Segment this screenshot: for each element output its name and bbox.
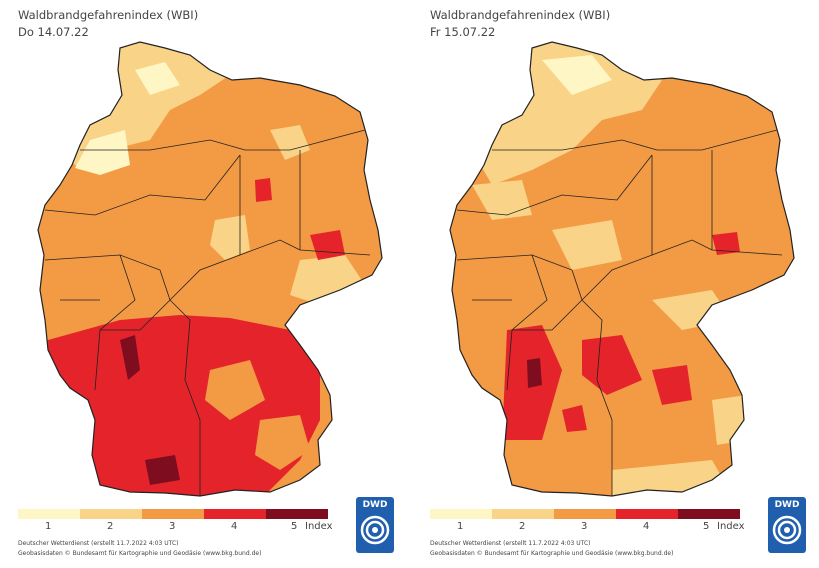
legend-swatch-2 xyxy=(492,509,554,519)
legend-label: 1 xyxy=(457,521,464,532)
spiral-icon xyxy=(772,515,802,545)
dwd-logo-text: DWD xyxy=(362,500,388,510)
legend-bar xyxy=(430,509,740,519)
map-panel-thursday: Waldbrandgefahrenindex (WBI) Do 14.07.22 xyxy=(0,0,405,568)
level1-area xyxy=(75,130,130,175)
level1-area xyxy=(135,62,180,95)
legend-bar xyxy=(18,509,328,519)
level2-area xyxy=(712,395,747,445)
map-title: Waldbrandgefahrenindex (WBI) xyxy=(18,8,199,22)
legend-swatch-5 xyxy=(678,509,740,519)
credit-line: Deutscher Wetterdienst (erstellt 11.7.20… xyxy=(18,540,179,547)
state-borders xyxy=(44,129,371,496)
state-borders xyxy=(456,129,783,496)
legend-unit: Index xyxy=(717,521,745,532)
germany-outline xyxy=(449,41,795,497)
legend-swatch-4 xyxy=(204,509,266,519)
legend-swatch-5 xyxy=(266,509,328,519)
dwd-logo-text: DWD xyxy=(774,500,800,510)
level5-area xyxy=(120,335,140,380)
legend-labels: 1 2 3 4 5 Index xyxy=(18,521,348,535)
map-panel-friday: Waldbrandgefahrenindex (WBI) Fr 15.07.22 xyxy=(412,0,817,568)
legend-swatch-3 xyxy=(142,509,204,519)
level4-area xyxy=(60,368,78,386)
level4-area xyxy=(255,178,272,202)
legend-swatch-3 xyxy=(554,509,616,519)
level1-area xyxy=(542,55,612,95)
legend-swatch-2 xyxy=(80,509,142,519)
credit-line: Deutscher Wetterdienst (erstellt 11.7.20… xyxy=(430,540,591,547)
legend-label: 5 xyxy=(291,521,298,532)
germany-wbi-map xyxy=(449,41,795,497)
legend-label: 4 xyxy=(231,521,238,532)
legend-swatch-1 xyxy=(430,509,492,519)
level3-area xyxy=(205,360,265,420)
credit-line: Geobasisdaten © Bundesamt für Kartograph… xyxy=(18,550,262,557)
level3-area xyxy=(255,415,310,470)
map-date: Do 14.07.22 xyxy=(18,25,89,39)
legend-label: 1 xyxy=(45,521,52,532)
legend-label: 3 xyxy=(581,521,588,532)
legend-swatch-1 xyxy=(18,509,80,519)
legend-label: 5 xyxy=(703,521,710,532)
dwd-logo: DWD xyxy=(768,497,806,553)
legend-label: 3 xyxy=(169,521,176,532)
level4-area xyxy=(712,232,740,255)
level4-area xyxy=(652,365,692,405)
level2-area xyxy=(472,42,662,185)
level4-area xyxy=(562,405,587,432)
legend-swatch-4 xyxy=(616,509,678,519)
level5-area xyxy=(145,455,180,485)
spiral-icon xyxy=(360,515,390,545)
credit-line: Geobasisdaten © Bundesamt für Kartograph… xyxy=(430,550,674,557)
germany-wbi-map xyxy=(37,41,383,497)
legend-label: 4 xyxy=(643,521,650,532)
map-title: Waldbrandgefahrenindex (WBI) xyxy=(430,8,611,22)
level5-area xyxy=(527,358,542,388)
germany-outline xyxy=(37,41,383,497)
level2-area xyxy=(472,180,532,220)
legend-label: 2 xyxy=(519,521,526,532)
legend-label: 2 xyxy=(107,521,114,532)
level2-area xyxy=(552,220,622,270)
legend-labels: 1 2 3 4 5 Index xyxy=(430,521,760,535)
legend-unit: Index xyxy=(305,521,333,532)
map-date: Fr 15.07.22 xyxy=(430,25,496,39)
dwd-logo: DWD xyxy=(356,497,394,553)
